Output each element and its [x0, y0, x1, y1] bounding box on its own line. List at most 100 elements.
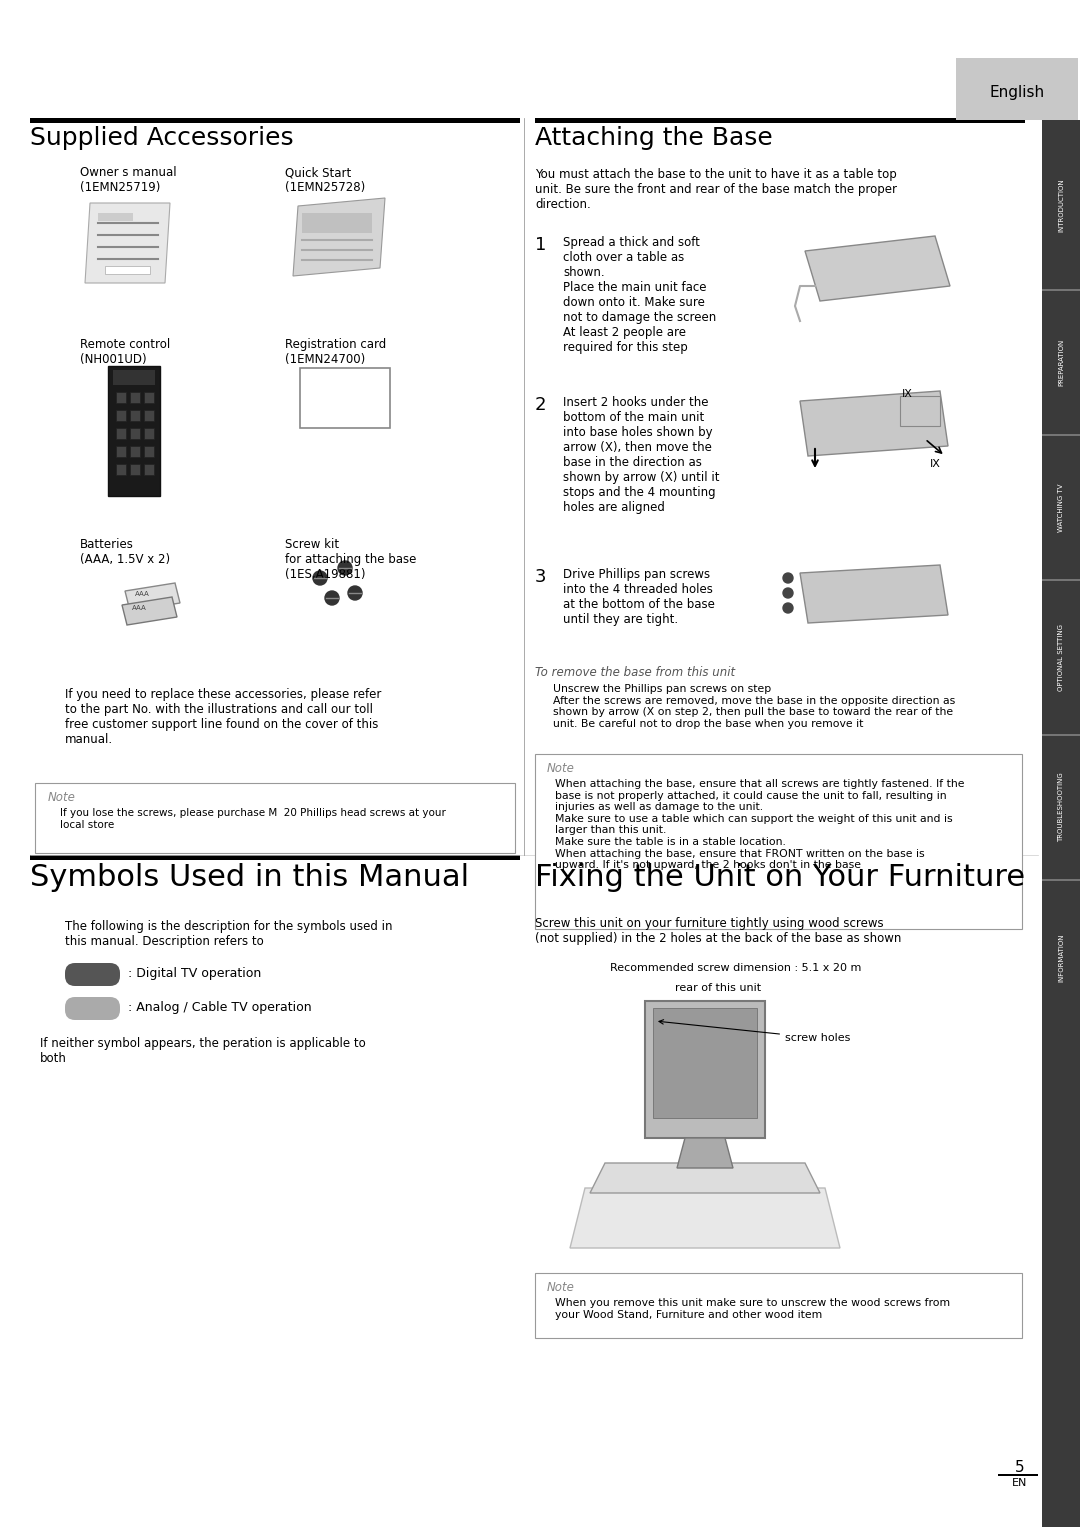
Polygon shape [125, 583, 180, 611]
Bar [116, 411, 126, 421]
Polygon shape [590, 1164, 820, 1193]
Bar [956, 58, 1078, 121]
Bar [535, 855, 1022, 860]
Text: If neither symbol appears, the peration is applicable to
both: If neither symbol appears, the peration … [40, 1037, 366, 1064]
Bar [144, 428, 154, 438]
Text: Note: Note [546, 762, 575, 776]
Bar [116, 392, 126, 403]
Text: Recommended screw dimension : 5.1 x 20 m: Recommended screw dimension : 5.1 x 20 m [610, 964, 862, 973]
Text: IX: IX [902, 389, 913, 399]
Circle shape [783, 573, 793, 583]
Bar [130, 411, 140, 421]
Text: The following is the description for the symbols used in
this manual. Descriptio: The following is the description for the… [65, 919, 392, 948]
Text: Insert 2 hooks under the
bottom of the main unit
into base holes shown by
arrow : Insert 2 hooks under the bottom of the m… [563, 395, 719, 515]
Bar [113, 370, 156, 385]
Text: WATCHING TV: WATCHING TV [1058, 483, 1064, 531]
Text: Registration card
(1EMN24700): Registration card (1EMN24700) [285, 337, 387, 366]
Bar [130, 464, 140, 475]
Bar [1042, 434, 1080, 437]
Text: Attaching the Base: Attaching the Base [535, 127, 773, 150]
Bar [130, 392, 140, 403]
Text: 1: 1 [535, 237, 546, 253]
Text: PREPARATION: PREPARATION [1058, 339, 1064, 386]
Polygon shape [645, 1002, 765, 1138]
Text: INFORMATION: INFORMATION [1058, 933, 1064, 982]
Text: INTRODUCTION: INTRODUCTION [1058, 179, 1064, 232]
Circle shape [348, 586, 362, 600]
Circle shape [313, 571, 327, 585]
Text: IX: IX [930, 460, 941, 469]
Text: TROUBLESHOOTING: TROUBLESHOOTING [1058, 773, 1064, 843]
Bar [35, 783, 515, 854]
Text: Symbols Used in this Manual: Symbols Used in this Manual [30, 863, 469, 892]
Bar [30, 118, 519, 124]
Bar [116, 428, 126, 438]
Polygon shape [800, 391, 948, 457]
Text: : Digital TV operation: : Digital TV operation [129, 967, 261, 980]
Bar [1042, 579, 1080, 580]
Bar [116, 446, 126, 457]
Text: Owner s manual
(1EMN25719): Owner s manual (1EMN25719) [80, 166, 177, 194]
Text: If you lose the screws, please purchase M  20 Phillips head screws at your
local: If you lose the screws, please purchase … [60, 808, 446, 829]
Polygon shape [122, 597, 177, 625]
Polygon shape [85, 203, 170, 282]
Circle shape [783, 588, 793, 599]
Text: Fixing the Unit on Your Furniture: Fixing the Unit on Your Furniture [535, 863, 1025, 892]
Text: OPTIONAL SETTING: OPTIONAL SETTING [1058, 625, 1064, 692]
Bar [535, 754, 1022, 928]
Bar [130, 428, 140, 438]
Bar [144, 464, 154, 475]
Bar [300, 368, 390, 428]
Text: You must attach the base to the unit to have it as a table top
unit. Be sure the: You must attach the base to the unit to … [535, 168, 897, 211]
Text: AAA: AAA [132, 605, 147, 611]
Text: When you remove this unit make sure to unscrew the wood screws from
your Wood St: When you remove this unit make sure to u… [555, 1298, 950, 1319]
Bar [30, 855, 519, 860]
Text: : Analog / Cable TV operation: : Analog / Cable TV operation [129, 1002, 312, 1014]
Polygon shape [800, 565, 948, 623]
Text: Note: Note [546, 1281, 575, 1293]
Text: To remove the base from this unit: To remove the base from this unit [535, 666, 735, 680]
Bar [302, 212, 372, 234]
FancyBboxPatch shape [65, 997, 120, 1020]
Bar [1042, 734, 1080, 736]
Bar [98, 212, 133, 221]
Text: 2: 2 [535, 395, 546, 414]
Text: Unscrew the Phillips pan screws on step
After the screws are removed, move the b: Unscrew the Phillips pan screws on step … [553, 684, 955, 728]
Text: Quick Start
(1EMN25728): Quick Start (1EMN25728) [285, 166, 365, 194]
Text: When attaching the base, ensure that all screws are tightly fastened. If the
bas: When attaching the base, ensure that all… [555, 779, 964, 870]
Text: screw holes: screw holes [659, 1020, 850, 1043]
Text: Batteries
(AAA, 1.5V x 2): Batteries (AAA, 1.5V x 2) [80, 538, 171, 567]
Bar [998, 1474, 1038, 1477]
Circle shape [338, 560, 352, 576]
Bar [116, 464, 126, 475]
Bar [144, 392, 154, 403]
Text: Spread a thick and soft
cloth over a table as
shown.
Place the main unit face
do: Spread a thick and soft cloth over a tab… [563, 237, 716, 354]
Bar [105, 266, 150, 273]
Bar [900, 395, 940, 426]
Text: Drive Phillips pan screws
into the 4 threaded holes
at the bottom of the base
un: Drive Phillips pan screws into the 4 thr… [563, 568, 715, 626]
Text: Remote control
(NH001UD): Remote control (NH001UD) [80, 337, 171, 366]
Bar [535, 1274, 1022, 1338]
Circle shape [783, 603, 793, 612]
Text: EN: EN [1012, 1478, 1028, 1487]
Bar [653, 1008, 757, 1118]
Bar [144, 446, 154, 457]
Circle shape [325, 591, 339, 605]
FancyBboxPatch shape [65, 964, 120, 986]
Text: 3: 3 [535, 568, 546, 586]
Text: rear of this unit: rear of this unit [675, 983, 761, 993]
Polygon shape [677, 1138, 733, 1168]
Polygon shape [293, 199, 384, 276]
Text: Note: Note [48, 791, 76, 805]
Bar [1042, 121, 1080, 1527]
Bar [130, 446, 140, 457]
Bar [144, 411, 154, 421]
Text: AAA: AAA [135, 591, 150, 597]
Polygon shape [570, 1188, 840, 1248]
Text: If you need to replace these accessories, please refer
to the part No. with the : If you need to replace these accessories… [65, 689, 381, 747]
Text: Supplied Accessories: Supplied Accessories [30, 127, 294, 150]
Polygon shape [805, 237, 950, 301]
Bar [108, 366, 160, 496]
Bar [1042, 880, 1080, 881]
Text: Screw kit
for attaching the base
(1ES,A19881): Screw kit for attaching the base (1ES,A1… [285, 538, 417, 580]
